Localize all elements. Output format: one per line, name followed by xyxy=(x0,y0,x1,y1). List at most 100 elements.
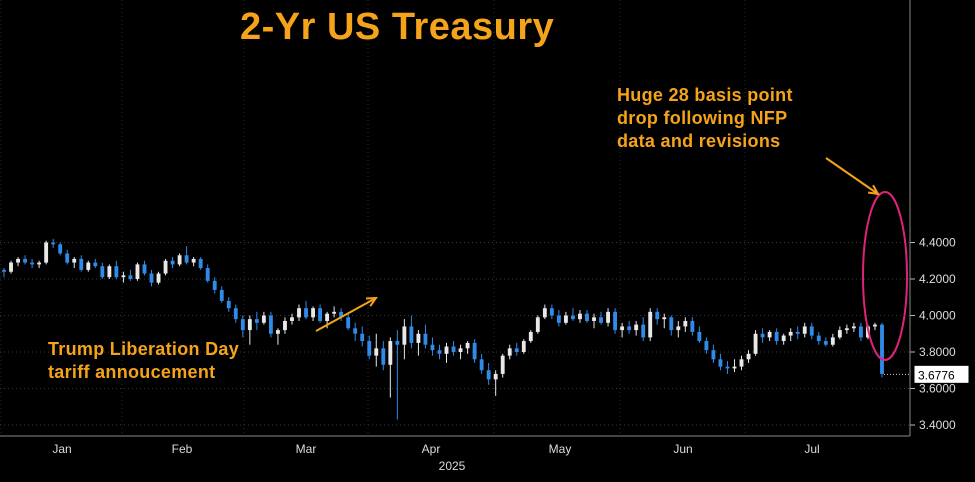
candle-body xyxy=(528,331,533,342)
axes: 4.4000 4.2000 4.0000 3.8000 3.6000 3.4000 Jan F… xyxy=(0,0,956,473)
x-tick-label: Mar xyxy=(296,442,317,456)
candle-body xyxy=(718,359,723,367)
candle-body xyxy=(191,258,196,263)
candle-body xyxy=(873,324,877,327)
candle-body xyxy=(142,264,147,274)
candle-body xyxy=(374,348,379,356)
y-tick-label: 3.6000 xyxy=(919,382,956,396)
candle-body xyxy=(37,262,42,265)
candle-body xyxy=(802,326,807,334)
candle-body xyxy=(507,348,512,356)
annotation-line: Trump Liberation Day xyxy=(48,339,240,359)
candle-body xyxy=(746,353,751,360)
candle-body xyxy=(163,260,168,274)
candle-body xyxy=(226,300,231,309)
candle-body xyxy=(606,311,610,323)
last-value-label: 3.6776 xyxy=(918,368,955,382)
candle-body xyxy=(851,326,856,329)
candle-body xyxy=(493,373,498,380)
candle-body xyxy=(128,275,133,279)
candle-body xyxy=(149,273,154,283)
candle-body xyxy=(304,308,308,318)
candle-body xyxy=(556,315,561,323)
candle-body xyxy=(198,258,203,269)
x-tick-label: Jul xyxy=(804,442,819,456)
y-tick-label: 3.8000 xyxy=(919,345,956,359)
arrow-liberation-day xyxy=(315,296,379,332)
candle-body xyxy=(613,311,618,331)
candle-body xyxy=(353,328,358,334)
candle-body xyxy=(395,341,400,345)
candle-body xyxy=(381,348,386,365)
candle-body xyxy=(830,337,835,345)
candle-body xyxy=(23,258,28,263)
x-tick-label: Apr xyxy=(422,442,441,456)
candle-body xyxy=(240,319,245,331)
candle-body xyxy=(458,348,463,352)
candle-body xyxy=(79,258,84,270)
candle-body xyxy=(880,324,884,374)
candle-body xyxy=(437,350,442,354)
candle-body xyxy=(360,333,365,342)
candle-body xyxy=(16,258,20,263)
candle-body xyxy=(774,331,779,342)
annotation-nfp-drop: Huge 28 basis point drop following NFP d… xyxy=(617,84,793,153)
arrow-shaft xyxy=(825,157,879,195)
y-tick-label: 4.0000 xyxy=(919,309,956,323)
annotation-line: drop following NFP xyxy=(617,108,788,128)
candle-body xyxy=(465,342,470,349)
candle-body xyxy=(648,311,653,338)
annotation-overlay: 3.6776 xyxy=(315,157,970,384)
candle-body xyxy=(767,331,772,338)
candle-body xyxy=(585,313,589,321)
candle-body xyxy=(30,262,35,265)
candle-body xyxy=(247,319,252,331)
candle-body xyxy=(472,342,477,360)
candle-body xyxy=(58,244,63,254)
year-label: 2025 xyxy=(439,459,466,473)
candle-body xyxy=(423,333,428,345)
candle-body xyxy=(177,255,182,265)
arrow-shaft xyxy=(315,297,377,332)
annotation-liberation-day: Trump Liberation Day tariff annoucement xyxy=(48,338,239,384)
x-tick-label: May xyxy=(549,442,572,456)
candle-body xyxy=(704,341,709,351)
candle-body xyxy=(100,266,105,278)
candle-body xyxy=(514,348,519,352)
candle-body xyxy=(535,317,540,332)
candle-body xyxy=(620,326,625,331)
candle-body xyxy=(592,317,596,321)
candle-body xyxy=(346,317,351,329)
candle-body xyxy=(662,317,667,320)
candle-body xyxy=(170,260,175,265)
last-value-box xyxy=(913,364,970,384)
candle-body xyxy=(44,242,49,263)
candle-body xyxy=(479,359,484,371)
chart-title: 2-Yr US Treasury xyxy=(240,6,555,48)
candle-body xyxy=(725,366,730,369)
candle-body xyxy=(816,335,821,342)
candle-body xyxy=(184,255,189,263)
candle-body xyxy=(542,308,547,318)
candle-body xyxy=(486,370,491,380)
candle-body xyxy=(844,328,849,331)
candle-body xyxy=(500,355,505,374)
candle-body xyxy=(107,266,112,278)
candle-body xyxy=(760,333,765,338)
candle-body xyxy=(521,341,526,352)
candle-body xyxy=(268,315,273,334)
candle-body xyxy=(297,308,301,318)
candle-body xyxy=(212,280,217,290)
candle-body xyxy=(233,308,238,320)
candle-body xyxy=(795,331,800,334)
candle-body xyxy=(599,317,603,323)
candle-body xyxy=(135,264,140,279)
candle-body xyxy=(697,331,702,342)
candle-body xyxy=(2,269,6,272)
candle-body xyxy=(690,320,695,332)
candle-body xyxy=(641,324,646,338)
candle-body xyxy=(318,308,323,321)
candle-body xyxy=(753,333,758,354)
candle-body xyxy=(9,262,13,272)
candles xyxy=(2,238,884,420)
